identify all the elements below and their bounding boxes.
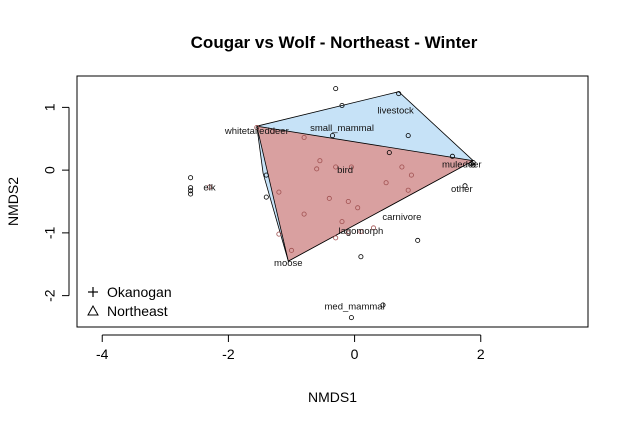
label-whitetaileddeer: whitetaileddeer — [224, 126, 289, 137]
point-northeast — [370, 225, 376, 231]
point-northeast — [408, 172, 414, 178]
point-okanogan — [380, 302, 386, 308]
label-muledeer: muledeer — [442, 160, 482, 171]
legend-label-northeast: Northeast — [107, 303, 168, 319]
point-northeast — [345, 230, 351, 236]
point-northeast — [301, 211, 307, 217]
label-other: other — [451, 184, 473, 195]
chart-title: Cougar vs Wolf - Northeast - Winter — [191, 33, 478, 52]
x-tick-label: 0 — [351, 346, 359, 362]
y-tick-label: 1 — [42, 103, 58, 111]
plot-frame — [76, 75, 589, 328]
point-okanogan — [449, 153, 455, 159]
label-med-mammal: med_mammal — [325, 301, 385, 312]
point-northeast — [405, 187, 411, 193]
point-northeast — [348, 164, 354, 170]
legend-label-okanogan: Okanogan — [107, 284, 172, 300]
point-northeast — [314, 166, 320, 172]
point-okanogan — [188, 185, 194, 191]
point-northeast — [355, 205, 361, 211]
x-axis-label: NMDS1 — [308, 389, 357, 405]
y-tick-label: -1 — [42, 226, 58, 239]
point-northeast — [288, 247, 294, 253]
point-okanogan — [348, 315, 354, 321]
label-bird: bird — [337, 165, 353, 176]
x-tick-label: -2 — [222, 346, 235, 362]
annotation-layer: livestock whitetaileddeer small_mammalmule… — [203, 106, 481, 313]
y-axis-label: NMDS2 — [5, 177, 21, 226]
point-northeast — [254, 125, 260, 131]
hull-northeast — [256, 125, 475, 262]
point-layer — [188, 86, 476, 321]
point-okanogan — [329, 133, 335, 139]
point-northeast — [270, 128, 276, 134]
point-northeast — [276, 231, 282, 237]
point-northeast — [301, 134, 307, 140]
legend-triangle-icon — [87, 304, 99, 316]
hull-layer — [256, 91, 475, 262]
label-moose: moose — [274, 258, 303, 269]
point-northeast — [333, 235, 339, 241]
point-okanogan — [188, 191, 194, 197]
point-okanogan — [263, 172, 269, 178]
point-okanogan — [263, 194, 269, 200]
point-okanogan — [396, 91, 402, 97]
point-okanogan — [339, 103, 345, 109]
point-okanogan — [188, 188, 194, 194]
point-okanogan — [462, 183, 468, 189]
point-northeast — [333, 164, 339, 170]
label-lagomorph: lagomorph — [338, 226, 383, 237]
point-northeast — [317, 158, 323, 164]
point-okanogan — [188, 175, 194, 181]
point-northeast — [206, 184, 212, 190]
point-okanogan — [405, 133, 411, 139]
point-northeast — [345, 198, 351, 204]
point-northeast — [399, 164, 405, 170]
label-elk: elk — [203, 183, 215, 194]
y-tick-label: -2 — [42, 289, 58, 302]
point-okanogan — [358, 254, 364, 260]
point-northeast — [383, 180, 389, 186]
point-northeast — [276, 189, 282, 195]
legend: Okanogan Northeast — [87, 284, 172, 319]
point-northeast — [358, 229, 364, 235]
x-tick-label: 2 — [477, 346, 485, 362]
x-tick-label: -4 — [96, 346, 109, 362]
point-okanogan — [415, 237, 421, 243]
point-northeast — [339, 219, 345, 225]
point-northeast — [326, 195, 332, 201]
point-okanogan — [333, 86, 339, 92]
point-okanogan — [470, 162, 476, 168]
y-tick-label: 0 — [42, 166, 58, 174]
label-small-mammal: small_mammal — [310, 123, 374, 134]
axes: -4 -2 0 2 -2 -1 0 1 — [42, 103, 485, 362]
label-livestock: livestock — [377, 106, 414, 117]
label-carnivore: carnivore — [382, 212, 421, 223]
point-okanogan — [386, 150, 392, 156]
